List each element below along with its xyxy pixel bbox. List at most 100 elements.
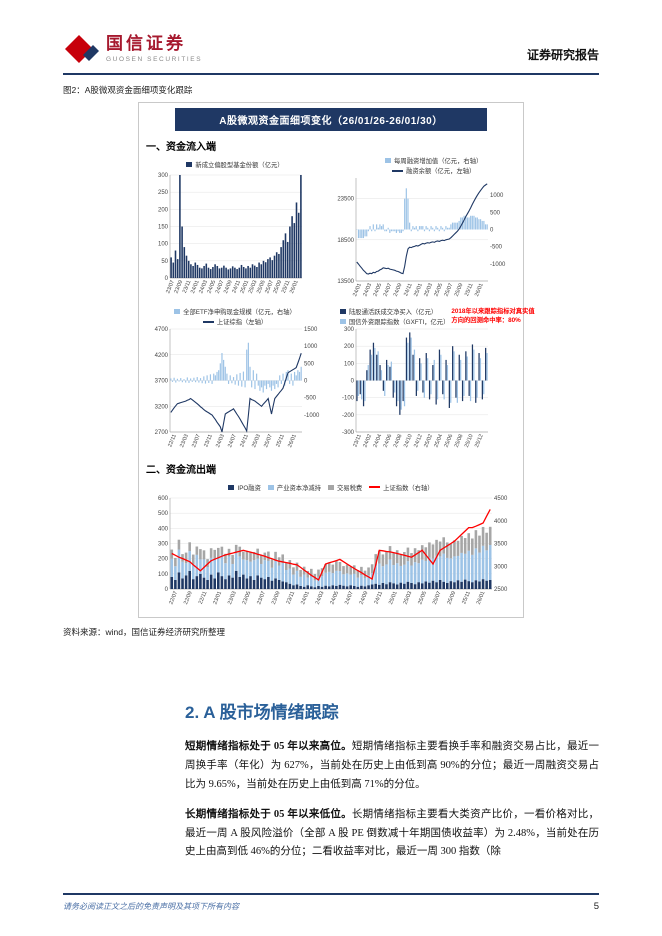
svg-text:-1000: -1000 [490, 262, 506, 268]
svg-text:600: 600 [158, 496, 169, 502]
legend-label: 交易税费 [336, 484, 363, 492]
svg-text:25/07: 25/07 [264, 280, 275, 295]
svg-text:-200: -200 [342, 413, 355, 419]
guosen-logo-icon [63, 33, 99, 65]
figure-panel: A股微观资金面细项变化（26/01/26-26/01/30） 一、资金流入端 新… [138, 102, 535, 618]
svg-text:25/01: 25/01 [388, 591, 399, 606]
page-header: 国信证券 GUOSEN SECURITIES 证券研究报告 [63, 0, 599, 65]
svg-text:25/07: 25/07 [432, 591, 443, 606]
svg-text:23/05: 23/05 [242, 591, 253, 606]
svg-text:25/04: 25/04 [433, 434, 444, 449]
svg-text:24/05: 24/05 [207, 280, 218, 295]
svg-text:23/11: 23/11 [286, 591, 297, 606]
source-note: 资料来源：wind，国信证券经济研究所整理 [63, 627, 225, 637]
legend-item: 上证指数（右轴） [369, 483, 434, 492]
inflow-charts-grid: 新成立偏股型基金份额（亿元） 0 50 100 150 200 250 300 23/07 23… [144, 156, 535, 454]
figure-caption: 图2：A股微观资金面细项变化跟踪 [63, 85, 193, 95]
svg-text:25/10: 25/10 [464, 434, 475, 449]
svg-text:24/07: 24/07 [344, 591, 355, 606]
section-inflow-label: 一、资金流入端 [146, 142, 216, 153]
svg-text:4200: 4200 [155, 353, 169, 359]
svg-text:-500: -500 [304, 396, 317, 402]
chart-new-fund: 新成立偏股型基金份额（亿元） 0 50 100 150 200 250 300 23/07 23… [144, 156, 326, 303]
svg-text:3500: 3500 [494, 542, 508, 548]
legend-line-swatch [369, 486, 381, 488]
svg-text:25/11: 25/11 [464, 283, 475, 298]
svg-text:400: 400 [158, 526, 169, 532]
svg-text:25/11: 25/11 [281, 280, 292, 295]
svg-text:0: 0 [490, 228, 494, 234]
legend-label: 每周融资增加值（亿元，右轴） [394, 158, 483, 165]
svg-text:23/07: 23/07 [256, 591, 267, 606]
svg-text:24/09: 24/09 [223, 280, 234, 295]
chart-etf: 全部ETF净申购现金规模（亿元，右轴） 上证综指（左轴） 2700 3200 3700… [144, 307, 326, 454]
svg-text:3200: 3200 [155, 404, 169, 410]
svg-text:300: 300 [158, 542, 169, 548]
legend-bar-swatch [340, 309, 346, 314]
legend-item: IPO融资 [228, 483, 261, 492]
chart-margin: 每周融资增加值（亿元，右轴） 融资余额（亿元，左轴） 13500 18500 2350… [330, 156, 537, 303]
chart-canvas: 0 100 200 300 400 500 600 2500 3000 3500 4000 4500 2… [158, 496, 508, 606]
legend-bar-swatch [228, 484, 235, 490]
section-heading: 2. A 股市场情绪跟踪 [185, 703, 339, 722]
legend-label: 陆股通活跃成交净买入（亿元） [349, 309, 438, 316]
svg-text:25/03: 25/03 [403, 591, 414, 606]
svg-text:25/09: 25/09 [454, 283, 465, 298]
long-term-lead: 长期情绪指标处于 05 年以来低位。 [185, 808, 352, 820]
svg-text:23/03: 23/03 [179, 434, 190, 449]
svg-text:2500: 2500 [494, 587, 508, 593]
legend-label: 上证指数（右轴） [383, 484, 434, 492]
svg-text:18500: 18500 [337, 238, 354, 244]
svg-text:-300: -300 [342, 430, 355, 436]
short-term-lead: 短期情绪指标处于 05 年以来高位。 [185, 741, 352, 752]
svg-text:24/05: 24/05 [329, 591, 340, 606]
svg-text:25/08: 25/08 [454, 434, 465, 449]
svg-text:200: 200 [158, 557, 169, 563]
legend-label: 全部ETF净申购现金规模（亿元，右轴） [183, 309, 296, 316]
svg-text:24/04: 24/04 [373, 434, 384, 449]
hit-rate-annotation: 2018年以来跟踪指标对真实值方向的回测命中率：80% [451, 308, 535, 324]
svg-text:25/01: 25/01 [413, 283, 424, 298]
svg-text:25/09: 25/09 [273, 280, 284, 295]
footer-rule [63, 893, 599, 895]
svg-text:26/01: 26/01 [289, 280, 300, 295]
svg-text:200: 200 [158, 207, 169, 213]
svg-text:25/03: 25/03 [248, 280, 259, 295]
sentiment-section: 2. A 股市场情绪跟踪 短期情绪指标处于 05 年以来高位。短期情绪指标主要看… [63, 698, 599, 862]
legend-item: 每周融资增加值（亿元，右轴） [385, 156, 482, 165]
svg-text:24/03: 24/03 [215, 434, 226, 449]
chart-legend: IPO融资 产业资本净减持 交易税费 上证指数（右轴） [144, 479, 518, 495]
header-rule [63, 73, 599, 75]
svg-text:4000: 4000 [494, 519, 508, 525]
svg-text:24/07: 24/07 [215, 280, 226, 295]
svg-text:22/11: 22/11 [167, 434, 178, 449]
short-term-body: 短期情绪指标主要看换手率和融资交易占比，最近一周换手率（年化）为 627%，当前… [185, 741, 600, 790]
svg-text:0: 0 [165, 276, 169, 282]
svg-text:24/07: 24/07 [227, 434, 238, 449]
svg-text:24/11: 24/11 [231, 280, 242, 295]
legend-item: 产业资本净减持 [267, 483, 321, 492]
svg-text:25/05: 25/05 [433, 283, 444, 298]
svg-text:22/07: 22/07 [168, 591, 179, 606]
svg-text:25/06: 25/06 [444, 434, 455, 449]
svg-text:-1000: -1000 [304, 413, 320, 419]
paragraph-short-term: 短期情绪指标处于 05 年以来高位。短期情绪指标主要看换手率和融资交易占比，最近… [185, 738, 599, 795]
legend-label: 融资余额（亿元，左轴） [406, 168, 476, 175]
svg-text:25/03: 25/03 [251, 434, 262, 449]
svg-text:24/01: 24/01 [352, 283, 363, 298]
chart-legend: 全部ETF净申购现金规模（亿元，右轴） 上证综指（左轴） [144, 307, 326, 326]
svg-text:150: 150 [158, 225, 169, 231]
svg-text:1000: 1000 [490, 193, 504, 199]
page-footer: 请务必阅读正文之后的免责声明及其项下所有内容 5 [63, 893, 599, 912]
svg-text:13500: 13500 [337, 279, 354, 285]
svg-text:-500: -500 [490, 245, 503, 251]
svg-text:24/09: 24/09 [393, 283, 404, 298]
chart-canvas: 2700 3200 3700 4200 4700 -1000 -500 0 500 1000 150… [155, 327, 320, 449]
legend-item: 国信外资跟踪指数（GXFTI，亿元） [340, 317, 449, 326]
svg-text:23/09: 23/09 [174, 280, 185, 295]
svg-text:23/11: 23/11 [182, 280, 193, 295]
svg-text:25/12: 25/12 [474, 434, 485, 449]
